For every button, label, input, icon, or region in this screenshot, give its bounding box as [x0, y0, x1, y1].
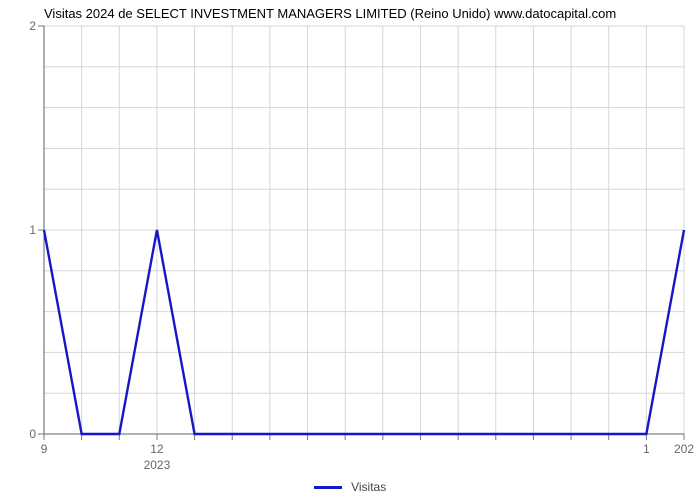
chart-legend: Visitas: [0, 479, 700, 494]
chart-title: Visitas 2024 de SELECT INVESTMENT MANAGE…: [44, 6, 616, 21]
y-tick-label: 2: [6, 19, 36, 33]
x-tick-label: 202: [674, 442, 694, 456]
x-tick-label: 1: [643, 442, 650, 456]
y-tick-label: 0: [6, 427, 36, 441]
y-tick-label: 1: [6, 223, 36, 237]
chart-svg: [44, 26, 684, 448]
legend-label: Visitas: [351, 480, 386, 494]
x-tick-label: 9: [41, 442, 48, 456]
chart-plot-area: [44, 26, 684, 434]
x-tick-label: 12: [150, 442, 163, 456]
legend-swatch: [314, 486, 342, 489]
x-tick-label-secondary: 2023: [144, 458, 171, 472]
